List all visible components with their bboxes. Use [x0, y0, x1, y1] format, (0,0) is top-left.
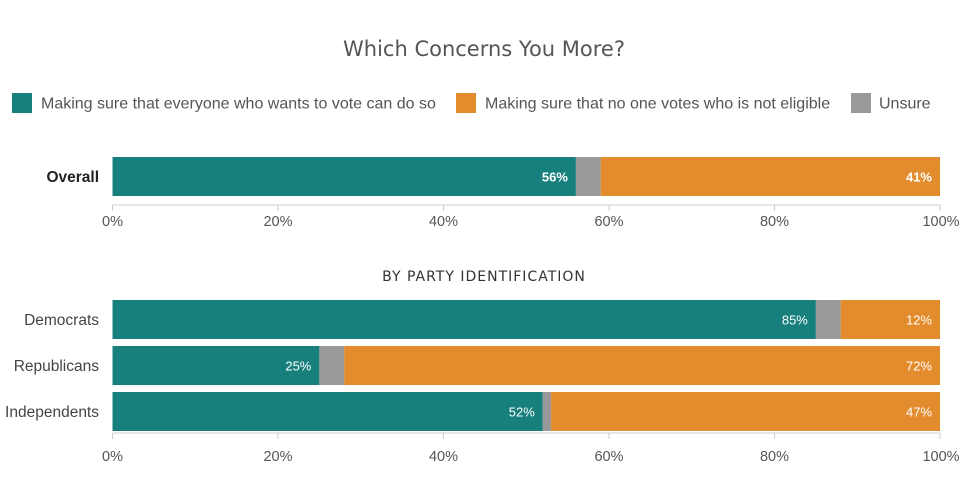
x-tick-label: 0%: [102, 214, 123, 230]
bar-overall-making-sure-that-everyon: [112, 157, 576, 196]
bar-republicans-making-sure-that-everyon: [112, 346, 320, 385]
party-panel: Democrats 85% 12% Republicans 25% 72% Independ…: [5, 300, 960, 465]
bar-republicans-unsure: [319, 346, 345, 385]
x-tick-label: 0%: [102, 449, 123, 465]
x-tick-label: 100%: [922, 214, 959, 230]
category-label-republicans: Republicans: [14, 358, 100, 375]
data-label-republicans: 25%: [285, 359, 311, 374]
legend: Making sure that everyone who wants to v…: [12, 93, 931, 113]
category-label-independents: Independents: [5, 404, 99, 421]
data-label-republicans: 72%: [906, 359, 932, 374]
legend-label-unsure: Unsure: [879, 96, 931, 113]
data-label-independents: 52%: [509, 405, 535, 420]
bar-independents-making-sure-that-everyon: [112, 392, 543, 431]
x-tick-label: 20%: [263, 449, 292, 465]
legend-swatch-vote-access: [12, 93, 32, 113]
legend-label-eligibility: Making sure that no one votes who is not…: [485, 96, 830, 113]
data-label-independents: 47%: [906, 405, 932, 420]
x-tick-label: 20%: [263, 214, 292, 230]
bar-overall-making-sure-that-no-one-: [600, 157, 940, 196]
bar-overall-unsure: [575, 157, 601, 196]
x-tick-label: 60%: [594, 449, 623, 465]
bar-democrats-unsure: [815, 300, 841, 339]
legend-swatch-unsure: [851, 93, 871, 113]
bar-democrats-making-sure-that-everyon: [112, 300, 816, 339]
bar-republicans-making-sure-that-no-one-: [344, 346, 940, 385]
overall-panel: Overall 56% 41% 0% 20% 40% 60% 80% 100%: [46, 157, 960, 230]
data-label-overall: 41%: [906, 170, 932, 185]
legend-label-vote-access: Making sure that everyone who wants to v…: [41, 96, 436, 113]
bar-independents-unsure: [542, 392, 552, 431]
legend-swatch-eligibility: [456, 93, 476, 113]
x-tick-label: 100%: [922, 449, 959, 465]
data-label-democrats: 85%: [782, 313, 808, 328]
data-label-overall: 56%: [542, 170, 568, 185]
x-tick-label: 60%: [594, 214, 623, 230]
category-label-overall: Overall: [46, 169, 99, 186]
x-tick-label: 80%: [760, 214, 789, 230]
x-tick-label: 40%: [429, 214, 458, 230]
section-title-party: BY PARTY IDENTIFICATION: [382, 269, 586, 285]
x-tick-label: 40%: [429, 449, 458, 465]
chart-title: Which Concerns You More?: [343, 37, 625, 61]
bar-democrats-making-sure-that-no-one-: [840, 300, 940, 339]
bar-independents-making-sure-that-no-one-: [551, 392, 940, 431]
data-label-democrats: 12%: [906, 313, 932, 328]
x-tick-label: 80%: [760, 449, 789, 465]
category-label-democrats: Democrats: [24, 312, 99, 329]
